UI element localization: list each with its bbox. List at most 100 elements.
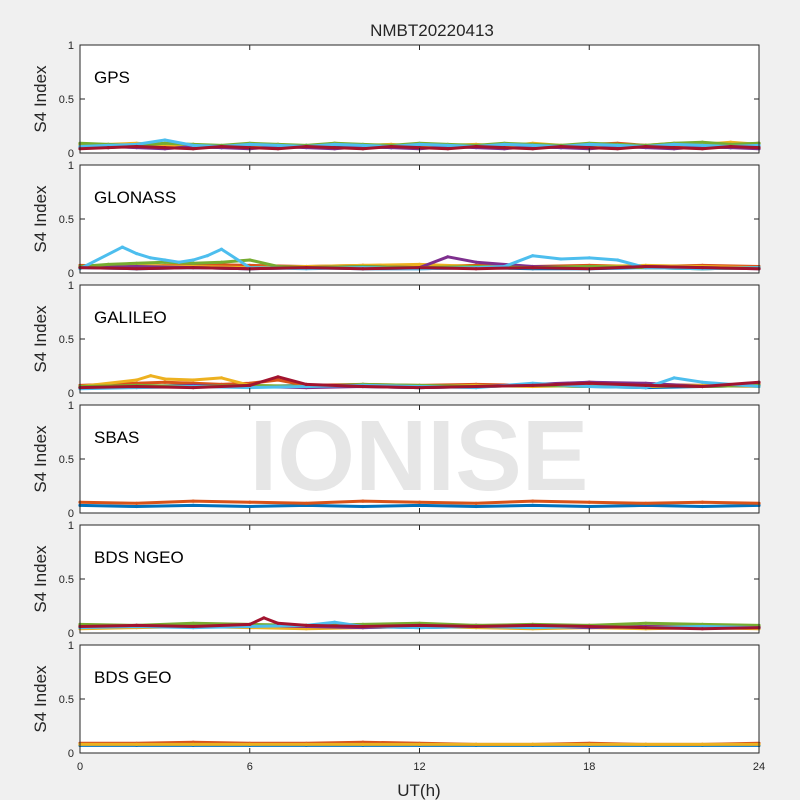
data-point — [248, 622, 252, 627]
data-point — [135, 742, 139, 747]
panel-0: 0 0.5 1 GPS S4 Index — [31, 40, 761, 160]
data-point — [191, 499, 195, 503]
panel-label: GALILEO — [94, 308, 167, 327]
y-tick-label: 0.5 — [59, 334, 74, 346]
data-point — [163, 258, 167, 262]
data-point — [163, 380, 167, 384]
y-tick-label: 0 — [68, 508, 74, 520]
data-point — [163, 141, 167, 145]
y-axis-label: S4 Index — [31, 425, 50, 493]
data-point — [587, 142, 591, 146]
data-point — [248, 500, 252, 504]
data-point — [587, 256, 591, 260]
data-point — [559, 257, 563, 261]
panel-2: 0 0.5 1 GALILEO S4 Index — [31, 280, 761, 400]
panel-label: BDS NGEO — [94, 548, 184, 567]
data-point — [587, 384, 591, 389]
data-point — [106, 146, 110, 150]
data-point — [248, 142, 252, 146]
y-tick-label: 0.5 — [59, 454, 74, 466]
data-point — [474, 504, 478, 509]
data-point — [120, 245, 124, 249]
data-point — [417, 142, 422, 146]
data-point — [191, 258, 195, 262]
y-tick-label: 1 — [68, 280, 74, 292]
data-point — [474, 144, 478, 149]
data-point — [361, 143, 365, 147]
data-point — [417, 742, 422, 747]
panel-3: 0 0.5 1 SBAS S4 Index — [31, 400, 761, 520]
panels: 0 0.5 1 GPS S4 Index 0 0.5 1 GLONASS S4 Index 0 0.5… — [31, 40, 761, 760]
data-point — [149, 374, 153, 378]
data-point — [531, 499, 535, 503]
data-point — [644, 501, 648, 505]
data-point — [417, 266, 422, 270]
data-point — [191, 261, 195, 265]
y-axis-label: S4 Index — [31, 545, 50, 613]
x-tick-label: 6 — [247, 761, 253, 773]
data-point — [644, 621, 648, 625]
data-point — [304, 742, 308, 747]
data-point — [700, 384, 705, 389]
data-point — [587, 504, 591, 509]
data-point — [700, 143, 705, 147]
data-point — [219, 260, 224, 264]
data-point — [587, 742, 591, 747]
data-point — [474, 384, 478, 389]
data-point — [531, 742, 535, 747]
data-point — [333, 620, 337, 624]
data-point — [248, 383, 252, 387]
data-point — [700, 147, 705, 151]
data-point — [135, 261, 139, 265]
data-point — [304, 623, 308, 628]
data-point — [417, 146, 422, 150]
y-tick-label: 0.5 — [59, 694, 74, 706]
data-point — [644, 383, 648, 387]
data-point — [502, 142, 506, 146]
data-point — [729, 144, 733, 149]
data-point — [531, 147, 535, 151]
data-point — [361, 504, 365, 509]
data-point — [587, 500, 591, 504]
data-point — [446, 143, 450, 147]
x-tick-label: 0 — [77, 761, 83, 773]
data-point — [276, 621, 280, 625]
data-point — [700, 266, 705, 270]
data-point — [304, 144, 308, 149]
data-point — [248, 258, 252, 262]
data-point — [474, 501, 478, 505]
data-point — [276, 143, 280, 147]
data-point — [219, 376, 224, 380]
data-point — [700, 504, 705, 509]
plot-area — [80, 285, 759, 393]
data-point — [163, 377, 167, 381]
plot-area — [80, 525, 759, 633]
y-axis-label: S4 Index — [31, 305, 50, 373]
data-point — [446, 255, 450, 259]
data-point — [191, 147, 195, 151]
data-point — [389, 144, 393, 149]
panel-4: 0 0.5 1 BDS NGEO S4 Index — [31, 520, 761, 640]
data-point — [276, 147, 280, 151]
data-point — [615, 147, 620, 151]
data-point — [135, 504, 139, 509]
y-tick-label: 0.5 — [59, 214, 74, 226]
panel-5: 0 0.5 1 BDS GEO S4 Index — [31, 640, 761, 760]
y-tick-label: 0.5 — [59, 94, 74, 106]
data-point — [135, 252, 139, 256]
data-point — [700, 140, 705, 144]
data-point — [248, 504, 252, 509]
data-point — [191, 266, 195, 270]
data-point — [474, 742, 478, 747]
data-point — [644, 626, 648, 630]
y-axis-label: S4 Index — [31, 65, 50, 133]
data-point — [672, 146, 676, 150]
data-point — [135, 623, 139, 628]
data-point — [474, 260, 478, 264]
y-tick-label: 1 — [68, 40, 74, 52]
data-point — [191, 386, 195, 390]
data-point — [304, 382, 308, 386]
data-point — [219, 144, 224, 149]
data-point — [474, 624, 478, 629]
data-point — [531, 383, 535, 387]
